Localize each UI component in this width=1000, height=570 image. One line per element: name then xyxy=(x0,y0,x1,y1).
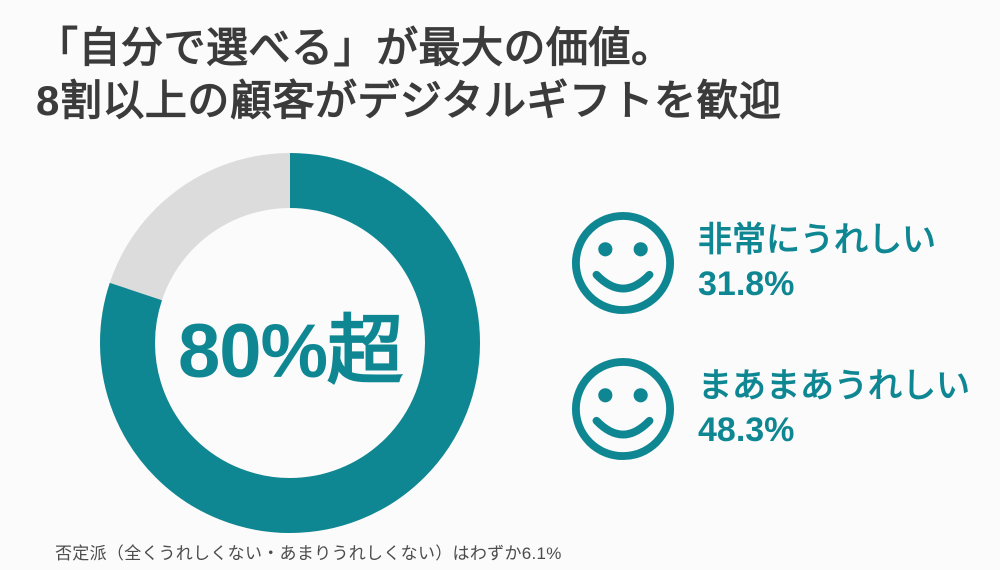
legend-item-somewhat-happy: まあまあうれしい 48.3% xyxy=(570,356,970,462)
legend-value: 31.8% xyxy=(698,265,795,303)
footnote: 否定派（全くうれしくない・あまりうれしくない）はわずか6.1% xyxy=(55,544,562,563)
legend-item-very-happy: 非常にうれしい 31.8% xyxy=(570,210,970,316)
legend-value: 48.3% xyxy=(698,411,795,449)
donut-arc xyxy=(100,153,480,533)
page-title: 「自分で選べる」が最大の価値。 8割以上の顧客がデジタルギフトを歓迎 xyxy=(36,22,782,127)
donut-chart-svg xyxy=(100,153,480,533)
smiley-face-icon xyxy=(571,211,675,315)
legend-text: まあまあうれしい 48.3% xyxy=(698,365,970,452)
title-line-2: 8割以上の顧客がデジタルギフトを歓迎 xyxy=(36,76,782,124)
legend-text: 非常にうれしい 31.8% xyxy=(698,219,936,306)
title-line-1: 「自分で選べる」が最大の価値。 xyxy=(36,24,674,71)
donut-chart: 80%超 xyxy=(95,148,485,538)
legend: 非常にうれしい 31.8% まあまあうれしい 48.3% xyxy=(570,210,970,462)
legend-label: まあまあうれしい xyxy=(698,367,970,406)
donut-center-label: 80%超 xyxy=(177,309,403,394)
legend-label: 非常にうれしい xyxy=(698,221,936,260)
smiley-face-icon xyxy=(571,357,675,461)
